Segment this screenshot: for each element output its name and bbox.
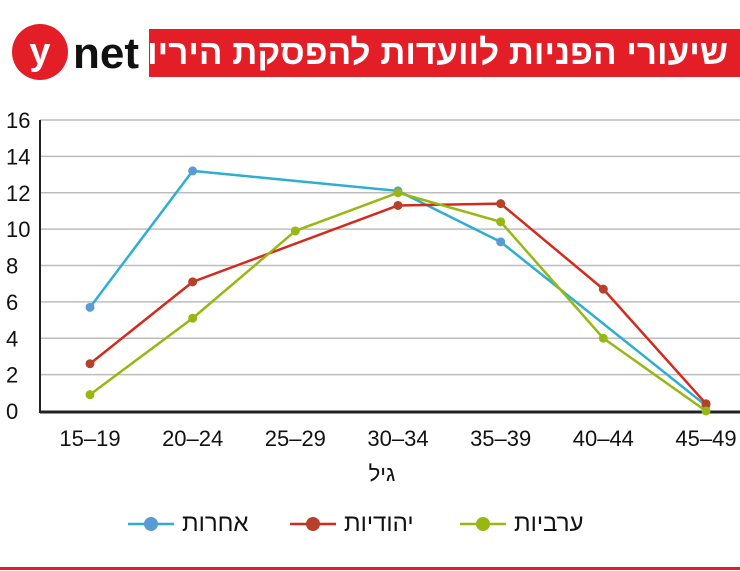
legend-label: יהודיות [344,510,414,537]
data-point [598,333,608,343]
series-line-1 [89,202,707,405]
y-tick-label: 6 [6,290,18,315]
x-tick-label: 15–19 [59,426,120,451]
data-point [496,217,506,227]
data-point [496,237,506,247]
y-tick-label: 14 [6,144,30,169]
legend-marker-icon [460,517,506,531]
x-tick-label: 25–29 [265,426,326,451]
data-point [393,200,403,210]
x-axis-label: גיל [369,461,396,486]
ynet-logo: y net [12,24,139,80]
data-point [393,188,403,198]
legend-item: ערביות [460,510,583,538]
y-tick-label: 16 [6,108,30,133]
data-point [85,302,95,312]
line-chart: 0 2 4 6 8 10 12 14 16 15–19 20–24 25–29 30–34 35–39 40… [6,108,740,486]
data-point [188,277,198,287]
data-point [85,390,95,400]
legend-marker-icon [290,517,336,531]
y-tick-label: 4 [6,326,18,351]
y-tick-label: 10 [6,217,30,242]
x-tick-label: 45–49 [675,426,736,451]
data-point [701,399,711,409]
data-point [188,313,198,323]
data-point [701,406,711,416]
legend-item: יהודיות [290,510,414,538]
x-tick-label: 30–34 [367,426,428,451]
x-tick-label: 35–39 [470,426,531,451]
legend-item: אחרות [128,510,249,538]
legend-label: אחרות [182,510,249,537]
legend-marker-icon [128,517,174,531]
data-point [598,284,608,294]
bottom-divider [0,567,740,570]
y-tick-label: 2 [6,363,18,388]
y-tick-label: 8 [6,254,18,279]
data-point [290,226,300,236]
data-point [496,199,506,209]
y-tick-label: 12 [6,181,30,206]
svg-text:y: y [29,31,50,73]
data-point [188,166,198,176]
y-tick-label: 0 [6,399,18,424]
x-tick-label: 20–24 [162,426,223,451]
data-point [85,359,95,369]
legend-label: ערביות [514,510,584,537]
chart-title: שיעורי הפניות לוועדות להפסקת היריון [149,29,740,77]
svg-text:net: net [73,29,139,78]
x-tick-label: 40–44 [573,426,634,451]
legend: אחרות יהודיות ערביות [0,510,740,550]
